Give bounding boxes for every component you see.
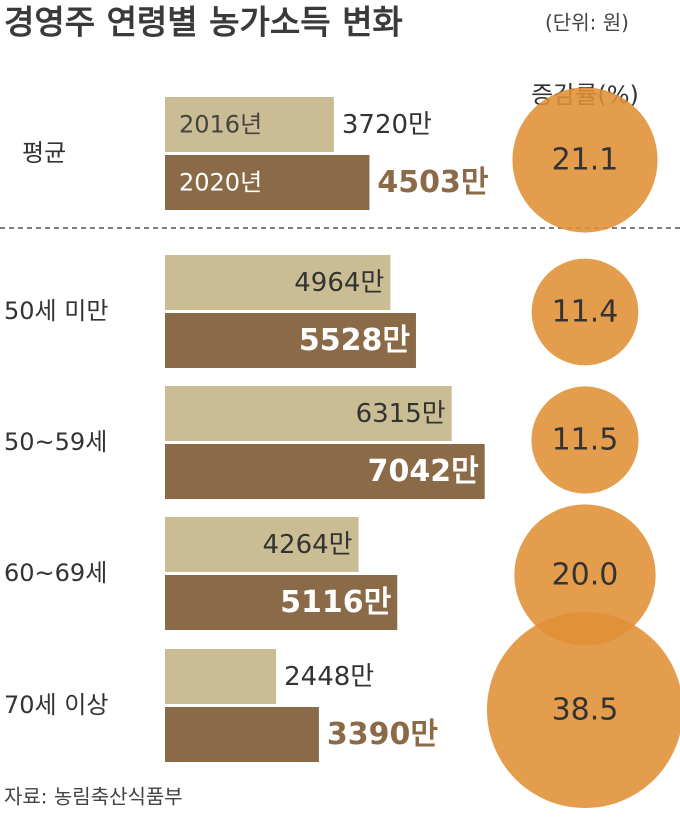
bar: [165, 444, 485, 499]
value-label: 4503만: [377, 165, 488, 200]
growth-label: 11.4: [552, 295, 619, 330]
bar: [165, 707, 319, 762]
bar: [165, 255, 391, 310]
bar: [165, 313, 416, 368]
bar: [165, 575, 398, 630]
value-label: 2448만: [284, 662, 374, 692]
value-label: 4264만: [262, 530, 352, 560]
growth-label: 21.1: [552, 143, 619, 178]
growth-label: 11.5: [552, 423, 619, 458]
value-label: 5528만: [299, 323, 410, 358]
category-label: 50~59세: [4, 428, 107, 456]
bar: [165, 386, 452, 441]
value-label: 6315만: [356, 399, 446, 429]
growth-label: 20.0: [552, 558, 619, 593]
bar: [165, 97, 334, 152]
growth-label: 38.5: [552, 693, 619, 728]
bar: [165, 517, 359, 572]
bar: [165, 155, 370, 210]
category-label: 50세 미만: [4, 297, 108, 325]
growth-circle: [512, 87, 658, 233]
growth-circle: [531, 258, 639, 366]
chart-title: 경영주 연령별 농가소득 변화: [4, 3, 403, 42]
category-label: 60~69세: [4, 559, 107, 587]
source: 자료: 농림축산식품부: [4, 785, 183, 809]
value-label: 7042만: [368, 454, 479, 489]
legend-label: 2020년: [179, 169, 262, 197]
value-label: 3720만: [342, 110, 432, 140]
category-label: 70세 이상: [4, 691, 108, 719]
growth-circle: [486, 611, 680, 809]
bar: [165, 649, 277, 704]
unit-note: (단위: 원): [545, 11, 629, 35]
legend-label: 2016년: [179, 111, 262, 139]
value-label: 5116만: [280, 585, 391, 620]
value-label: 3390만: [327, 717, 438, 752]
category-label: 평균: [22, 139, 66, 167]
growth-circle: [514, 504, 656, 646]
value-label: 4964만: [294, 268, 384, 298]
growth-circle: [531, 386, 639, 494]
